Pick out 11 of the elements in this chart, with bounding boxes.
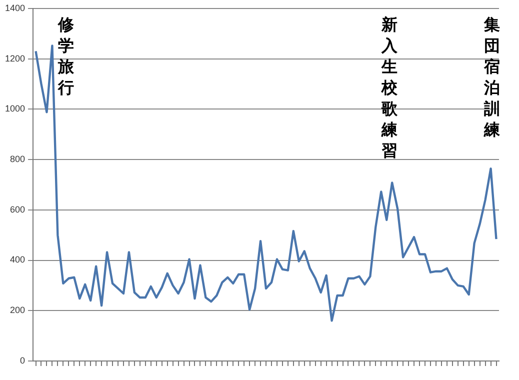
y-tick-label: 1200 — [4, 53, 26, 64]
y-tick-label: 1400 — [4, 2, 26, 13]
y-tick-label: 400 — [10, 254, 26, 265]
y-tick-label: 1000 — [4, 104, 26, 114]
y-tick-label: 0 — [20, 355, 26, 366]
annotation: 修学旅行 — [56, 15, 75, 98]
y-tick-label: 800 — [10, 154, 26, 164]
y-tick-label: 200 — [10, 305, 26, 316]
annotation: 集団宿泊訓練 — [482, 15, 501, 140]
annotation: 新入生校歌練習 — [380, 15, 398, 160]
y-tick-label: 600 — [10, 204, 26, 214]
